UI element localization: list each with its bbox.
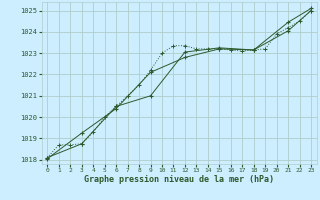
- X-axis label: Graphe pression niveau de la mer (hPa): Graphe pression niveau de la mer (hPa): [84, 175, 274, 184]
